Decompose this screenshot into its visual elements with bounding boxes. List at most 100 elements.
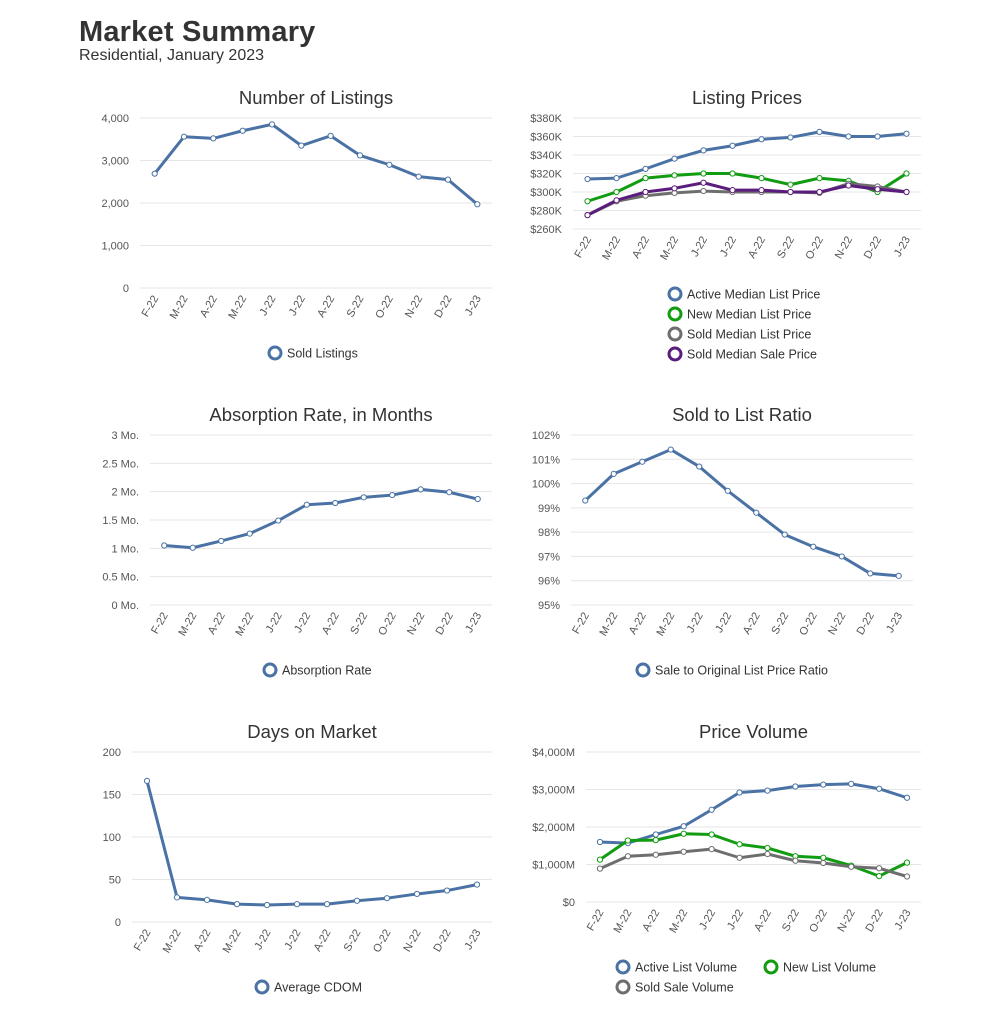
data-point[interactable] <box>353 897 361 904</box>
data-point[interactable] <box>610 470 617 477</box>
data-point[interactable] <box>787 188 794 196</box>
data-point[interactable] <box>903 188 910 196</box>
legend-label[interactable]: Sold Sale Volume <box>635 981 734 995</box>
data-point[interactable] <box>736 854 743 861</box>
data-point[interactable] <box>729 187 736 194</box>
data-point[interactable] <box>874 133 881 140</box>
data-point[interactable] <box>671 172 678 179</box>
data-point[interactable] <box>613 175 620 182</box>
data-point[interactable] <box>613 197 620 204</box>
data-point[interactable] <box>667 446 674 453</box>
data-point[interactable] <box>680 830 687 837</box>
data-point[interactable] <box>903 170 910 177</box>
data-point[interactable] <box>764 787 771 794</box>
data-point[interactable] <box>758 187 765 194</box>
data-point[interactable] <box>263 901 271 909</box>
legend-marker-icon[interactable] <box>667 306 683 322</box>
data-point[interactable] <box>700 170 707 177</box>
data-point[interactable] <box>642 188 649 196</box>
data-point[interactable] <box>680 848 687 855</box>
legend-marker-icon[interactable] <box>667 346 683 362</box>
data-point[interactable] <box>792 783 799 790</box>
data-point[interactable] <box>874 186 881 193</box>
data-point[interactable] <box>867 570 874 577</box>
data-point[interactable] <box>473 881 481 888</box>
data-point[interactable] <box>876 873 883 880</box>
data-point[interactable] <box>239 127 246 134</box>
data-point[interactable] <box>781 531 788 538</box>
data-point[interactable] <box>820 854 827 861</box>
data-point[interactable] <box>642 175 649 182</box>
data-point[interactable] <box>323 901 331 908</box>
data-point[interactable] <box>210 135 217 142</box>
legend-marker-icon[interactable] <box>763 959 779 975</box>
data-point[interactable] <box>327 132 334 139</box>
data-point[interactable] <box>758 136 765 143</box>
data-point[interactable] <box>816 175 823 182</box>
data-point[interactable] <box>417 486 424 493</box>
data-point[interactable] <box>736 789 743 796</box>
data-point[interactable] <box>787 181 794 188</box>
data-point[interactable] <box>356 152 364 159</box>
legend-label[interactable]: Sold Median List Price <box>687 328 811 342</box>
data-point[interactable] <box>652 837 659 844</box>
data-point[interactable] <box>446 489 453 496</box>
data-point[interactable] <box>820 859 827 867</box>
data-point[interactable] <box>903 794 911 801</box>
legend-marker-icon[interactable] <box>267 345 283 361</box>
data-point[interactable] <box>903 130 910 137</box>
data-point[interactable] <box>903 873 911 880</box>
data-point[interactable] <box>383 895 391 902</box>
data-point[interactable] <box>820 781 827 788</box>
data-point[interactable] <box>386 161 393 168</box>
data-point[interactable] <box>275 517 282 524</box>
data-point[interactable] <box>303 501 310 508</box>
data-point[interactable] <box>624 837 631 844</box>
legend-label[interactable]: Active List Volume <box>635 961 737 975</box>
data-point[interactable] <box>332 499 339 507</box>
data-point[interactable] <box>443 887 451 894</box>
data-point[interactable] <box>729 170 736 177</box>
data-point[interactable] <box>246 530 253 537</box>
data-point[interactable] <box>876 785 883 792</box>
legend-label[interactable]: Sold Listings <box>287 347 358 361</box>
data-point[interactable] <box>700 187 707 195</box>
data-point[interactable] <box>787 134 794 141</box>
data-point[interactable] <box>708 831 715 838</box>
data-point[interactable] <box>474 495 481 503</box>
data-point[interactable] <box>700 179 707 186</box>
data-point[interactable] <box>143 777 151 785</box>
legend-label[interactable]: Sale to Original List Price Ratio <box>655 664 828 678</box>
data-point[interactable] <box>764 850 771 858</box>
legend-label[interactable]: New List Volume <box>783 961 876 975</box>
data-point[interactable] <box>173 894 181 901</box>
legend-marker-icon[interactable] <box>615 959 631 975</box>
data-point[interactable] <box>764 844 771 852</box>
data-point[interactable] <box>652 851 659 858</box>
data-point[interactable] <box>415 173 422 180</box>
data-point[interactable] <box>613 188 620 196</box>
data-point[interactable] <box>708 846 715 853</box>
legend-label[interactable]: Active Median List Price <box>687 288 820 302</box>
data-point[interactable] <box>700 147 707 154</box>
data-point[interactable] <box>584 212 591 219</box>
data-point[interactable] <box>810 543 817 550</box>
data-point[interactable] <box>582 497 589 504</box>
data-point[interactable] <box>444 176 452 183</box>
data-point[interactable] <box>838 553 845 560</box>
data-point[interactable] <box>736 841 743 848</box>
data-point[interactable] <box>848 863 855 870</box>
data-point[interactable] <box>189 544 196 551</box>
data-point[interactable] <box>642 165 649 172</box>
data-point[interactable] <box>474 201 481 208</box>
data-point[interactable] <box>680 823 687 830</box>
data-point[interactable] <box>268 121 276 128</box>
legend-marker-icon[interactable] <box>615 979 631 995</box>
legend-marker-icon[interactable] <box>254 979 270 995</box>
data-point[interactable] <box>895 572 902 579</box>
data-point[interactable] <box>298 142 305 149</box>
data-point[interactable] <box>584 198 591 205</box>
data-point[interactable] <box>652 831 659 838</box>
data-point[interactable] <box>845 182 852 189</box>
data-point[interactable] <box>413 890 421 898</box>
